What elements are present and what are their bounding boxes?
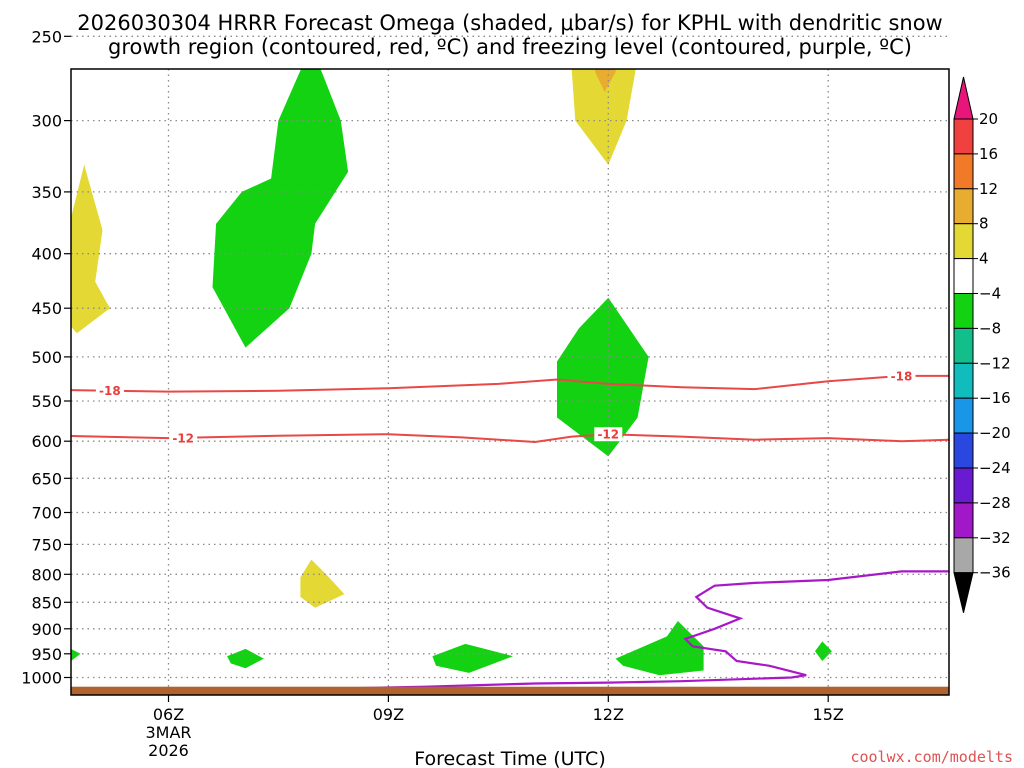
omega-region-rise-400mb-05z [71,164,110,334]
colorbar-bin--32-to--28 [953,502,974,539]
contour-label-bg-dgz-minus18-0 [95,383,124,398]
y-tick-label-800: 800 [31,565,62,584]
colorbar-label-5: −4 [979,285,1001,303]
chart-title-line-2: growth region (contoured, red, ºC) and f… [108,35,912,59]
colorbar-bin--16-to--12 [953,362,974,399]
y-tick-label-250: 250 [31,27,62,46]
y-tick-label-700: 700 [31,504,62,523]
colorbar-label-3: 8 [979,215,989,233]
colorbar-bin--4-to-4 [953,258,974,295]
colorbar: 20 16 12 8 4 −4 −8 −12 −16 −20 −24 −28 −32 −36 [953,76,1011,613]
x-axis-ticks: 06Z3MAR202609Z12Z15Z18Z21Z [145,695,844,760]
colorbar-bin-16-to-20 [953,118,974,155]
y-tick-label-600: 600 [31,432,62,451]
contour-freezing-level [322,570,949,690]
colorbar-label-11: −28 [979,494,1011,512]
y-tick-label-400: 400 [31,245,62,264]
y-tick-label-500: 500 [31,348,62,367]
contour-dgz-minus12 [71,433,949,444]
contour-label-bg-dgz-minus18-1 [887,368,916,383]
y-tick-label-850: 850 [31,593,62,612]
colorbar-label-6: −8 [979,319,1001,337]
colorbar-bin-12-to-16 [953,153,974,190]
colorbar-label-7: −12 [979,354,1011,372]
colorbar-bin-8-to-12 [953,188,974,225]
y-axis-ticks: 250 300 350 400 450 500 550 600 650 700 750 800 850 9… [21,27,71,688]
y-tick-label-450: 450 [31,299,62,318]
x-tick-label-15Z: 15Z [813,705,844,724]
colorbar-bin-above-20 [953,76,974,120]
colorbar-bin--36-to--32 [953,537,974,574]
colorbar-bin--24-to--20 [953,432,974,469]
x-tick-label-06Z: 06Z [153,705,184,724]
colorbar-label-9: −20 [979,424,1011,442]
colorbar-bin-below--36 [953,572,974,613]
colorbar-label-2: 12 [979,180,998,198]
y-tick-label-550: 550 [31,392,62,411]
chart-title-line-1: 2026030304 HRRR Forecast Omega (shaded, … [77,11,942,35]
plot-frame [70,68,950,696]
contour-label-bg-dgz-minus12-0 [169,430,198,445]
x-tick-date-06Z: 3MAR [145,723,191,742]
contour-lines [71,374,949,695]
omega-region-sink-mid-12z [557,297,649,457]
colorbar-bin--28-to--24 [953,467,974,504]
colorbar-bin--8-to--4 [953,293,974,329]
terrain-surface [71,686,949,695]
x-tick-label-12Z: 12Z [593,705,624,724]
colorbar-bin--20-to--16 [953,397,974,434]
omega-region-sink-low-07z [227,648,264,669]
omega-region-sink-low-10z [432,643,513,673]
omega-region-sink-upper-07z [212,69,349,348]
colorbar-bin-4-to-8 [953,223,974,260]
omega-region-rise-800mb-08z [300,559,345,608]
contour-label-dgz-minus12-1: -12 [597,428,619,442]
contour-label-dgz-minus18-0: -18 [99,384,121,398]
contour-labels: -18-18-12-12-12 [95,368,916,445]
colorbar-label-0: 20 [979,110,998,128]
colorbar-label-4: 4 [979,250,989,268]
colorbar-bin--12-to--8 [953,327,974,364]
omega-region-sink-low-15z [815,641,832,661]
omega-region-rise-upper-12z [571,69,636,165]
omega-shaded-regions [71,69,832,676]
y-tick-label-750: 750 [31,535,62,554]
credit-text: coolwx.com/modelts [850,748,1013,766]
x-tick-year-06Z: 2026 [148,741,189,760]
y-tick-label-650: 650 [31,469,62,488]
y-tick-label-950: 950 [31,645,62,664]
omega-region-sink-low-05z [71,648,81,662]
grid-lines [71,35,949,695]
contour-dgz-minus18 [71,374,949,393]
colorbar-label-1: 16 [979,145,998,163]
omega-region-rise-upper-12z-core [595,69,616,92]
contour-label-dgz-minus12-0: -12 [172,431,194,445]
y-tick-label-300: 300 [31,112,62,131]
omega-region-sink-low-13z [615,621,704,676]
contour-label-bg-dgz-minus12-1 [594,427,623,442]
colorbar-label-8: −16 [979,389,1011,407]
x-axis-label: Forecast Time (UTC) [414,748,605,768]
y-tick-label-350: 350 [31,183,62,202]
colorbar-label-10: −24 [979,459,1011,477]
y-tick-label-1000: 1000 [21,669,62,688]
x-tick-label-09Z: 09Z [373,705,404,724]
y-tick-label-900: 900 [31,620,62,639]
contour-label-dgz-minus18-1: -18 [891,369,913,383]
colorbar-label-13: −36 [979,564,1011,582]
colorbar-label-12: −32 [979,529,1011,547]
